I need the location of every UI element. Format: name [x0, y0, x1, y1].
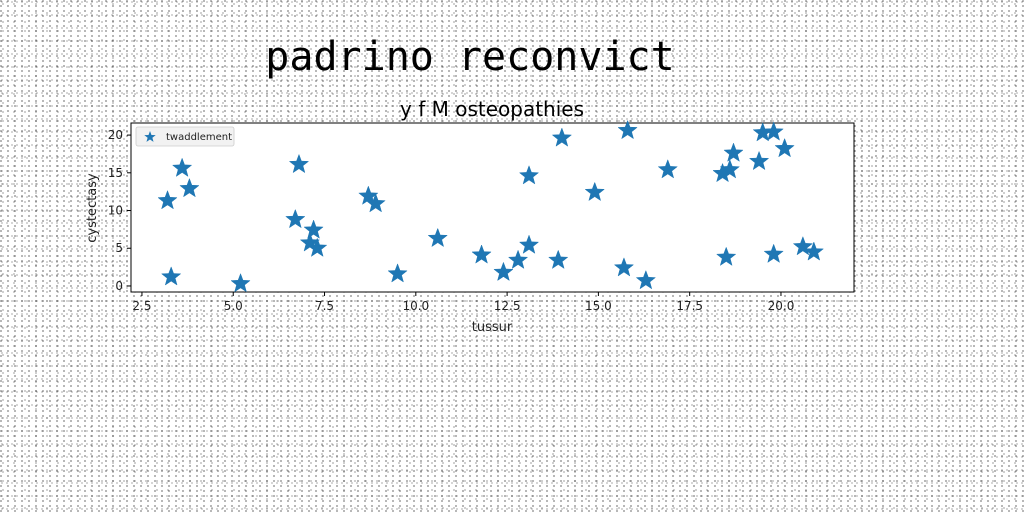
plot-area	[130, 122, 855, 293]
data-point-star	[365, 193, 386, 213]
y-axis-label: cystectasy	[85, 173, 100, 243]
data-point-star	[303, 219, 324, 239]
data-point-star	[493, 261, 514, 282]
data-point-star	[471, 244, 492, 264]
y-tick-label: 5	[115, 241, 123, 255]
legend-label: twaddlement	[166, 132, 232, 143]
y-tick-label: 15	[108, 166, 123, 180]
chart-title: y f M osteopathies	[400, 97, 584, 121]
x-tick-label: 10.0	[402, 299, 429, 313]
data-point-star	[551, 127, 573, 147]
legend-box	[135, 126, 235, 147]
data-point-star	[507, 249, 529, 269]
data-point-star	[427, 227, 448, 248]
data-point-star	[518, 234, 540, 254]
data-point-star	[160, 266, 182, 286]
x-tick-label: 17.5	[676, 299, 703, 313]
x-tick-label: 2.5	[132, 299, 151, 313]
data-point-star	[763, 243, 784, 263]
x-tick-label: 15.0	[585, 299, 612, 313]
figure-suptitle: padrino reconvict	[265, 34, 674, 80]
legend-star-icon	[144, 131, 156, 142]
data-point-star	[716, 246, 737, 266]
data-point-star	[617, 119, 638, 140]
data-point-star	[548, 249, 569, 269]
y-tick-label: 20	[108, 128, 123, 142]
data-point-star	[803, 241, 825, 261]
y-tick-label: 10	[108, 204, 123, 218]
data-point-star	[171, 157, 193, 177]
data-points	[157, 119, 825, 293]
data-point-star	[748, 150, 770, 171]
legend: twaddlement	[135, 126, 235, 147]
data-point-star	[635, 269, 657, 290]
data-point-star	[179, 177, 200, 198]
y-tick-label: 0	[115, 279, 123, 293]
x-axis-label: tussur	[472, 320, 513, 335]
data-point-star	[518, 165, 540, 185]
data-point-star	[792, 236, 814, 256]
data-point-star	[723, 142, 744, 162]
data-point-star	[307, 237, 328, 257]
x-tick-label: 20.0	[768, 299, 795, 313]
data-point-star	[719, 159, 741, 179]
data-point-star	[288, 153, 310, 174]
data-point-star	[230, 272, 251, 293]
data-point-star	[763, 121, 784, 141]
x-tick-label: 12.5	[494, 299, 521, 313]
data-point-star	[387, 263, 408, 283]
data-point-star	[584, 181, 605, 202]
data-point-star	[157, 189, 178, 210]
x-tick-label: 7.5	[315, 299, 334, 313]
data-point-star	[774, 137, 795, 158]
data-point-star	[657, 159, 678, 179]
data-point-star	[285, 208, 306, 229]
x-axis: 2.5 5.0 7.5 10.0 12.5 15.0 17.5 20.0	[132, 292, 794, 313]
data-point-star	[613, 257, 635, 277]
y-axis: 0 5 10 15 20	[108, 128, 131, 293]
x-tick-label: 5.0	[224, 299, 243, 313]
